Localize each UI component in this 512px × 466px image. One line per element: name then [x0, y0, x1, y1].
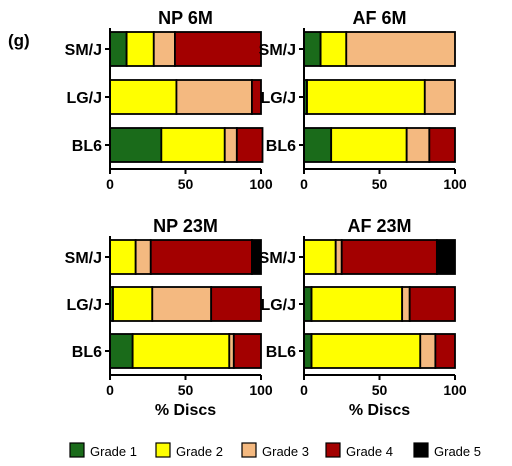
bar-segment — [306, 79, 426, 115]
bar-segment — [405, 127, 431, 163]
chart-title: AF 23M — [347, 216, 411, 236]
chart-panel: NP 6M SM/J LG/J BL6 0 50 100 — [65, 8, 273, 192]
legend-label: Grade 1 — [90, 444, 137, 459]
legend-swatch — [325, 442, 341, 458]
x-axis-label: % Discs — [349, 402, 410, 419]
bar-segment — [174, 31, 262, 67]
x-tick-label: 0 — [300, 382, 308, 398]
category-label: BL6 — [266, 344, 296, 361]
bar-segment — [419, 333, 437, 369]
bar-segment — [175, 79, 253, 115]
x-tick-label: 100 — [249, 176, 273, 192]
chart-panel: AF 6M SM/J LG/J BL6 0 50 100 — [259, 8, 467, 192]
bar-segment — [109, 333, 134, 369]
bar-segment — [303, 286, 313, 322]
x-tick-label: 100 — [443, 382, 467, 398]
bar-segment — [160, 127, 226, 163]
legend-label: Grade 2 — [176, 444, 223, 459]
legend-swatch — [241, 442, 257, 458]
bar-segment — [134, 239, 152, 275]
bar-segment — [435, 239, 456, 275]
bar-segment — [310, 333, 422, 369]
bar-segment — [125, 31, 155, 67]
bar-segment — [131, 333, 231, 369]
bar-segment — [303, 333, 313, 369]
bar-segment — [428, 127, 456, 163]
category-label: LG/J — [260, 297, 296, 314]
x-tick-label: 100 — [249, 382, 273, 398]
bar-segment — [434, 333, 456, 369]
chart-title: NP 6M — [158, 8, 213, 28]
category-label: SM/J — [65, 42, 102, 59]
bar-segment — [303, 239, 337, 275]
bar-segment — [340, 239, 438, 275]
bar-segment — [310, 286, 404, 322]
legend: Grade 1 Grade 2 Grade 3 Grade 4 Grade 5 — [69, 442, 481, 459]
bar-segment — [109, 31, 128, 67]
x-tick-label: 50 — [178, 176, 194, 192]
bar-segment — [109, 127, 163, 163]
x-tick-label: 50 — [372, 176, 388, 192]
bar-segment — [334, 239, 343, 275]
bar-segment — [112, 286, 154, 322]
bar-segment — [345, 31, 456, 67]
chart-title: NP 23M — [153, 216, 218, 236]
x-tick-label: 50 — [178, 382, 194, 398]
x-tick-label: 100 — [443, 176, 467, 192]
category-label: SM/J — [259, 250, 296, 267]
legend-label: Grade 4 — [346, 444, 393, 459]
bar-segment — [109, 239, 137, 275]
bar-segment — [319, 31, 348, 67]
chart-panel: AF 23M SM/J LG/J BL6 0 50 100 % Discs — [259, 216, 467, 419]
x-tick-label: 0 — [106, 382, 114, 398]
category-label: LG/J — [66, 90, 102, 107]
category-label: BL6 — [72, 138, 102, 155]
bar-segment — [251, 239, 262, 275]
x-tick-label: 50 — [372, 382, 388, 398]
bar-segment — [423, 79, 456, 115]
x-axis-label: % Discs — [155, 402, 216, 419]
bar-segment — [303, 31, 322, 67]
bar-segment — [232, 333, 262, 369]
bar-segment — [109, 79, 178, 115]
bar-segment — [251, 79, 262, 115]
bar-segment — [330, 127, 408, 163]
legend-swatch — [413, 442, 429, 458]
bar-segment — [235, 127, 264, 163]
legend-label: Grade 5 — [434, 444, 481, 459]
legend-label: Grade 3 — [262, 444, 309, 459]
category-label: SM/J — [65, 250, 102, 267]
bar-segment — [223, 127, 238, 163]
legend-swatch — [155, 442, 171, 458]
category-label: LG/J — [260, 90, 296, 107]
bar-segment — [408, 286, 456, 322]
category-label: BL6 — [72, 344, 102, 361]
x-tick-label: 0 — [300, 176, 308, 192]
bar-segment — [401, 286, 411, 322]
bar-segment — [210, 286, 262, 322]
category-label: SM/J — [259, 42, 296, 59]
bar-segment — [151, 286, 213, 322]
bar-segment — [149, 239, 253, 275]
bar-segment — [303, 127, 333, 163]
bar-segment — [152, 31, 176, 67]
panel-label: (g) — [8, 31, 30, 50]
x-tick-label: 0 — [106, 176, 114, 192]
category-label: BL6 — [266, 138, 296, 155]
category-label: LG/J — [66, 297, 102, 314]
legend-swatch — [69, 442, 85, 458]
chart-title: AF 6M — [353, 8, 407, 28]
chart-panel: NP 23M SM/J LG/J BL6 0 50 100 % Discs — [65, 216, 273, 419]
